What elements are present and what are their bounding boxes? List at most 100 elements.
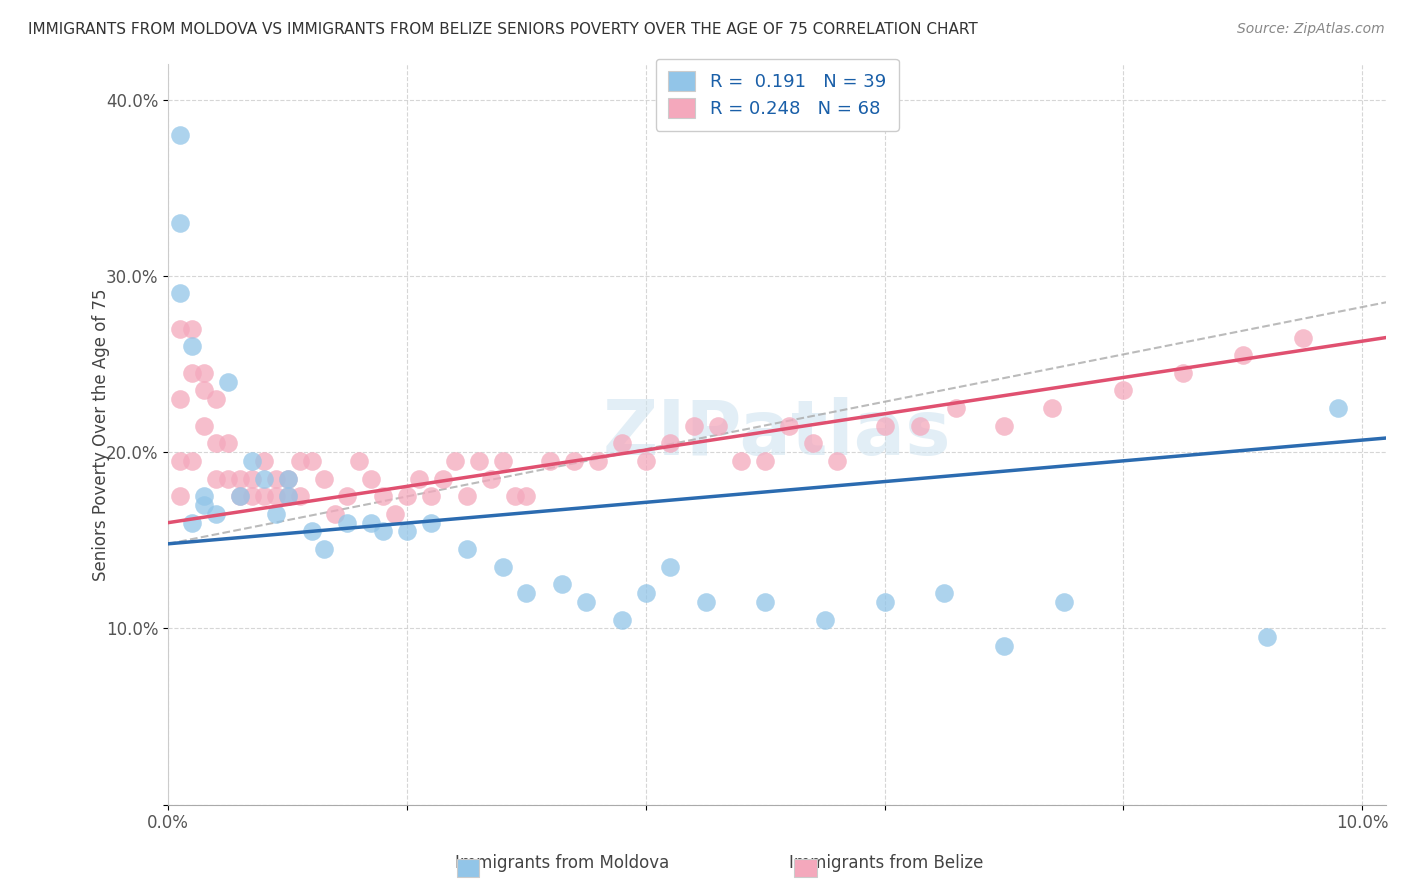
Point — [253, 472, 276, 486]
Point — [562, 454, 585, 468]
Point — [1040, 401, 1063, 415]
Point — [288, 454, 311, 468]
Point — [432, 472, 454, 486]
Point — [288, 489, 311, 503]
Point — [801, 436, 824, 450]
Point — [706, 418, 728, 433]
Point — [467, 454, 489, 468]
Point — [277, 489, 299, 503]
Point — [264, 472, 287, 486]
Point — [169, 322, 191, 336]
Text: Source: ZipAtlas.com: Source: ZipAtlas.com — [1237, 22, 1385, 37]
Point — [538, 454, 561, 468]
Point — [169, 454, 191, 468]
Point — [730, 454, 752, 468]
Point — [360, 516, 382, 530]
Point — [229, 489, 252, 503]
Point — [682, 418, 704, 433]
Point — [240, 489, 263, 503]
Point — [277, 472, 299, 486]
Point — [181, 454, 204, 468]
Point — [873, 595, 896, 609]
Point — [586, 454, 609, 468]
Point — [658, 436, 681, 450]
Point — [1291, 330, 1313, 344]
Point — [384, 507, 406, 521]
Point — [420, 489, 443, 503]
Point — [169, 128, 191, 142]
Point — [193, 366, 215, 380]
Point — [181, 339, 204, 353]
Point — [373, 524, 395, 539]
Text: Immigrants from Belize: Immigrants from Belize — [789, 855, 983, 872]
Point — [169, 286, 191, 301]
Point — [217, 375, 239, 389]
Point — [229, 489, 252, 503]
Point — [253, 489, 276, 503]
Point — [515, 489, 537, 503]
Point — [408, 472, 430, 486]
Point — [825, 454, 848, 468]
Point — [420, 516, 443, 530]
Point — [396, 524, 419, 539]
Point — [169, 392, 191, 407]
Point — [301, 454, 323, 468]
Point — [373, 489, 395, 503]
Point — [360, 472, 382, 486]
Text: ZIPatlas: ZIPatlas — [603, 398, 952, 472]
Point — [205, 436, 228, 450]
Point — [1053, 595, 1076, 609]
Point — [312, 542, 335, 557]
Point — [754, 454, 776, 468]
Point — [778, 418, 800, 433]
Text: Seniors Poverty Over the Age of 75: Seniors Poverty Over the Age of 75 — [93, 288, 110, 581]
Point — [181, 366, 204, 380]
Point — [934, 586, 956, 600]
Point — [205, 392, 228, 407]
Point — [993, 639, 1015, 653]
Point — [264, 507, 287, 521]
Point — [169, 216, 191, 230]
Point — [193, 489, 215, 503]
Point — [945, 401, 967, 415]
Point — [695, 595, 717, 609]
Point — [312, 472, 335, 486]
Point — [551, 577, 574, 591]
Point — [396, 489, 419, 503]
Point — [193, 498, 215, 512]
Point — [277, 472, 299, 486]
Point — [634, 454, 657, 468]
Point — [217, 436, 239, 450]
Point — [240, 454, 263, 468]
Point — [229, 472, 252, 486]
Point — [336, 516, 359, 530]
Point — [910, 418, 932, 433]
Point — [658, 559, 681, 574]
Point — [205, 507, 228, 521]
Point — [610, 436, 633, 450]
Point — [456, 489, 478, 503]
Point — [491, 454, 513, 468]
Point — [443, 454, 465, 468]
Point — [1232, 348, 1254, 362]
Point — [301, 524, 323, 539]
Point — [217, 472, 239, 486]
Point — [240, 472, 263, 486]
Point — [325, 507, 347, 521]
Point — [479, 472, 502, 486]
Point — [205, 472, 228, 486]
Point — [169, 489, 191, 503]
Point — [503, 489, 526, 503]
Point — [181, 322, 204, 336]
Point — [1327, 401, 1350, 415]
Point — [1171, 366, 1194, 380]
Point — [575, 595, 598, 609]
Point — [349, 454, 371, 468]
Point — [993, 418, 1015, 433]
Text: IMMIGRANTS FROM MOLDOVA VS IMMIGRANTS FROM BELIZE SENIORS POVERTY OVER THE AGE O: IMMIGRANTS FROM MOLDOVA VS IMMIGRANTS FR… — [28, 22, 977, 37]
Point — [456, 542, 478, 557]
Point — [814, 613, 837, 627]
Point — [181, 516, 204, 530]
Point — [515, 586, 537, 600]
Point — [193, 418, 215, 433]
